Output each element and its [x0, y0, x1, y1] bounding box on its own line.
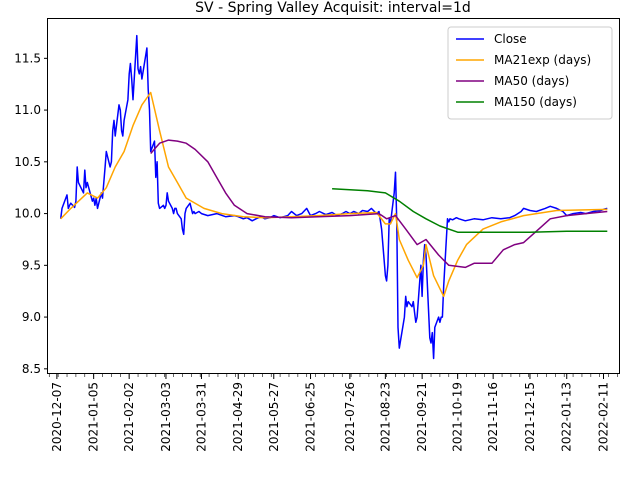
x-tick-label-11: 2021-10-19: [451, 382, 465, 452]
series-line-3: [332, 187, 608, 233]
y-tick-label-4: 10.5: [14, 155, 41, 169]
x-tick-label-3: 2021-03-03: [159, 382, 173, 452]
legend-label-3: MA150 (days): [494, 95, 577, 109]
x-tick-label-12: 2021-11-16: [486, 382, 500, 452]
x-tick-label-6: 2021-05-27: [267, 382, 281, 452]
x-tick-label-4: 2021-03-31: [194, 382, 208, 452]
series-line-1: [60, 91, 608, 298]
x-tick-label-5: 2021-04-29: [231, 382, 245, 452]
y-tick-label-5: 11.0: [14, 103, 41, 117]
x-tick-label-1: 2021-01-05: [87, 382, 101, 452]
legend-box: [447, 26, 613, 120]
x-tick-label-10: 2021-09-21: [415, 382, 429, 452]
series-layer: [59, 34, 608, 360]
y-axis: 8.5 9.0 9.5 10.0 10.5 11.0 11.5: [14, 51, 48, 376]
legend: Close MA21exp (days) MA50 (days) MA150 (day…: [447, 26, 613, 120]
y-tick-label-6: 11.5: [14, 51, 41, 65]
x-tick-label-7: 2021-06-25: [304, 382, 318, 452]
x-tick-label-9: 2021-08-23: [378, 382, 392, 452]
x-tick-label-8: 2021-07-26: [343, 382, 357, 452]
series-line-2: [150, 139, 608, 269]
legend-label-0: Close: [494, 32, 527, 46]
x-tick-label-15: 2022-02-11: [597, 382, 611, 452]
plot-area-frame: [47, 18, 620, 374]
chart-title: SV - Spring Valley Acquisit: interval=1d: [195, 0, 471, 16]
legend-label-1: MA21exp (days): [494, 53, 591, 67]
y-tick-label-1: 9.0: [22, 310, 41, 324]
x-axis: 2020-12-07 2021-01-05 2021-02-02 2021-03-03…: [48, 374, 618, 452]
legend-label-2: MA50 (days): [494, 74, 569, 88]
y-tick-label-2: 9.5: [22, 258, 41, 272]
x-tick-label-13: 2021-12-15: [523, 382, 537, 452]
y-tick-label-3: 10.0: [14, 207, 41, 221]
x-tick-label-0: 2020-12-07: [50, 382, 64, 452]
x-tick-label-2: 2021-02-02: [122, 382, 136, 452]
x-tick-label-14: 2022-01-13: [560, 382, 574, 452]
y-tick-label-0: 8.5: [22, 362, 41, 376]
